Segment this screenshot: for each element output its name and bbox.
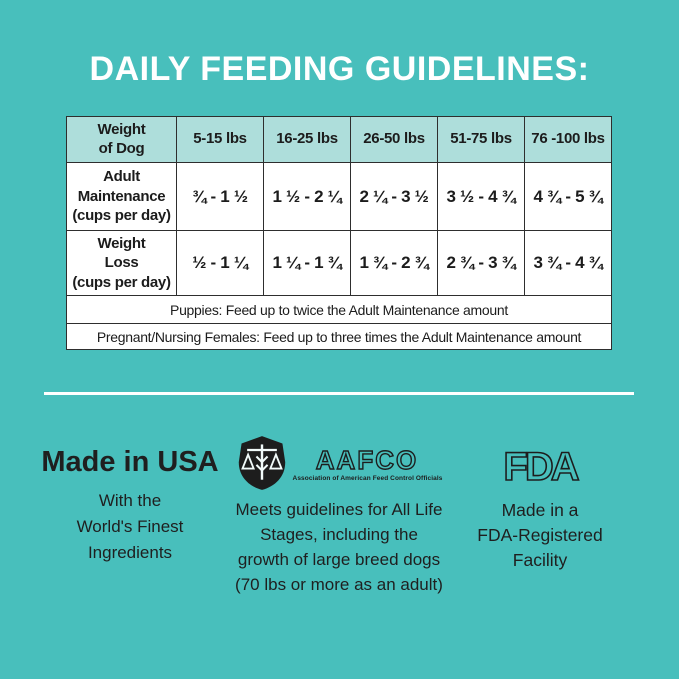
cell-value: 1 ½ - 2 ¼ — [263, 162, 351, 231]
cell-value: 4 ¾ - 5 ¾ — [524, 162, 612, 231]
made-in-usa-section: Made in USA With the World's Finest Ingr… — [30, 446, 230, 566]
column-header-76-100: 76 -100 lbs — [524, 116, 612, 163]
aafco-logo: AAFCO Association of American Feed Contr… — [222, 434, 456, 497]
table-note-pregnant: Pregnant/Nursing Females: Feed up to thr… — [66, 323, 612, 350]
cell-value: 3 ½ - 4 ¾ — [437, 162, 525, 231]
cell-value: 2 ¼ - 3 ½ — [350, 162, 438, 231]
aafco-logo-text: AAFCO — [316, 448, 418, 474]
column-header-weight-of-dog: Weight of Dog — [66, 116, 177, 163]
row-label-weight-loss: Weight Loss (cups per day) — [66, 230, 177, 296]
fda-logo-text: FDA — [503, 445, 578, 489]
made-in-usa-subtext: With the World's Finest Ingredients — [76, 491, 184, 562]
horizontal-divider — [44, 392, 634, 395]
fda-logo: FDA — [495, 444, 585, 493]
aafco-section: AAFCO Association of American Feed Contr… — [222, 434, 456, 597]
column-header-51-75: 51-75 lbs — [437, 116, 525, 163]
note-pregnant-text: Pregnant/Nursing Females: Feed up to thr… — [66, 323, 612, 350]
cell-value: 3 ¾ - 4 ¾ — [524, 230, 612, 296]
table-row-adult-maintenance: Adult Maintenance (cups per day) ¾ - 1 ½… — [66, 162, 612, 231]
cell-value: ¾ - 1 ½ — [176, 162, 264, 231]
table-note-puppies: Puppies: Feed up to twice the Adult Main… — [66, 295, 612, 324]
row-label-adult-maintenance: Adult Maintenance (cups per day) — [66, 162, 177, 231]
column-header-26-50: 26-50 lbs — [350, 116, 438, 163]
cell-value: 1 ¼ - 1 ¾ — [263, 230, 351, 296]
feeding-table-container: Weight of Dog 5-15 lbs 16-25 lbs 26-50 l… — [66, 116, 612, 350]
column-header-5-15: 5-15 lbs — [176, 116, 264, 163]
cell-value: 2 ¾ - 3 ¾ — [437, 230, 525, 296]
table-row-weight-loss: Weight Loss (cups per day) ½ - 1 ¼ 1 ¼ -… — [66, 230, 612, 296]
table-header-row: Weight of Dog 5-15 lbs 16-25 lbs 26-50 l… — [66, 116, 612, 163]
fda-section: FDA Made in a FDA-Registered Facility — [455, 443, 625, 573]
aafco-logo-subtext: Association of American Feed Control Off… — [292, 475, 443, 482]
fda-description: Made in a FDA-Registered Facility — [477, 500, 603, 570]
aafco-description: Meets guidelines for All Life Stages, in… — [235, 500, 443, 594]
cell-value: 1 ¾ - 2 ¾ — [350, 230, 438, 296]
column-header-16-25: 16-25 lbs — [263, 116, 351, 163]
page-title: DAILY FEEDING GUIDELINES: — [89, 50, 590, 88]
aafco-shield-icon — [236, 434, 288, 497]
made-in-usa-title: Made in USA — [41, 446, 219, 478]
aafco-wordmark: AAFCO Association of American Feed Contr… — [293, 448, 443, 482]
cell-value: ½ - 1 ¼ — [176, 230, 264, 296]
feeding-table: Weight of Dog 5-15 lbs 16-25 lbs 26-50 l… — [66, 116, 612, 350]
note-puppies-text: Puppies: Feed up to twice the Adult Main… — [66, 295, 612, 324]
